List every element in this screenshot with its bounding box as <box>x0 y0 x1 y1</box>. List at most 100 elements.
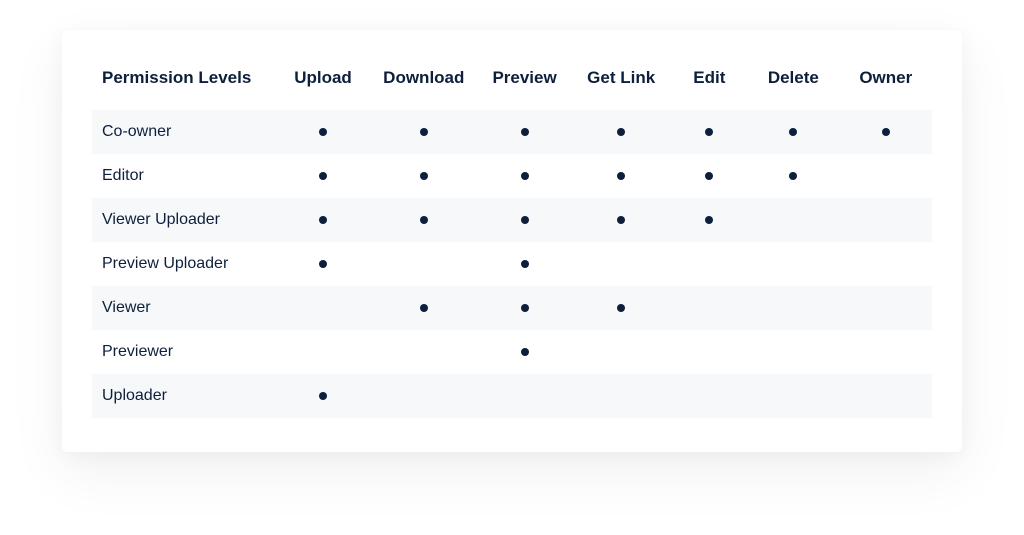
table-cell <box>277 330 369 374</box>
table-cell <box>478 374 570 418</box>
table-row: Uploader <box>92 374 932 418</box>
dot-icon <box>319 216 327 224</box>
table-header-row: Permission Levels Upload Download Previe… <box>92 58 932 110</box>
table-cell <box>747 330 839 374</box>
dot-icon <box>319 392 327 400</box>
table-cell <box>369 286 478 330</box>
table-cell <box>478 154 570 198</box>
row-label: Viewer <box>92 286 277 330</box>
table-body: Co-ownerEditorViewer UploaderPreview Upl… <box>92 110 932 418</box>
table-cell <box>747 198 839 242</box>
dot-icon <box>319 260 327 268</box>
dot-icon <box>521 172 529 180</box>
dot-icon <box>789 128 797 136</box>
table-row: Previewer <box>92 330 932 374</box>
dot-icon <box>319 128 327 136</box>
table-cell <box>672 330 748 374</box>
table-cell <box>369 198 478 242</box>
dot-icon <box>521 348 529 356</box>
table-cell <box>369 374 478 418</box>
table-cell <box>672 110 748 154</box>
dot-icon <box>617 172 625 180</box>
row-label: Uploader <box>92 374 277 418</box>
table-cell <box>840 330 932 374</box>
table-cell <box>672 286 748 330</box>
row-label: Co-owner <box>92 110 277 154</box>
header-delete: Delete <box>747 58 839 110</box>
permissions-card: Permission Levels Upload Download Previe… <box>62 30 962 452</box>
header-preview: Preview <box>478 58 570 110</box>
table-cell <box>571 198 672 242</box>
table-cell <box>277 198 369 242</box>
table-cell <box>571 330 672 374</box>
table-cell <box>478 198 570 242</box>
table-cell <box>571 374 672 418</box>
dot-icon <box>705 172 713 180</box>
table-cell <box>672 154 748 198</box>
table-row: Editor <box>92 154 932 198</box>
row-label: Editor <box>92 154 277 198</box>
dot-icon <box>617 216 625 224</box>
table-cell <box>840 242 932 286</box>
dot-icon <box>521 216 529 224</box>
table-cell <box>672 242 748 286</box>
table-cell <box>840 374 932 418</box>
table-row: Preview Uploader <box>92 242 932 286</box>
header-owner: Owner <box>840 58 932 110</box>
dot-icon <box>420 128 428 136</box>
row-label: Previewer <box>92 330 277 374</box>
table-cell <box>747 110 839 154</box>
dot-icon <box>617 128 625 136</box>
table-cell <box>840 286 932 330</box>
table-cell <box>277 286 369 330</box>
dot-icon <box>319 172 327 180</box>
table-cell <box>747 286 839 330</box>
table-cell <box>747 242 839 286</box>
dot-icon <box>420 172 428 180</box>
table-cell <box>277 242 369 286</box>
table-cell <box>672 374 748 418</box>
header-permission-levels: Permission Levels <box>92 58 277 110</box>
row-label: Preview Uploader <box>92 242 277 286</box>
table-cell <box>277 374 369 418</box>
table-cell <box>840 154 932 198</box>
dot-icon <box>705 216 713 224</box>
header-getlink: Get Link <box>571 58 672 110</box>
header-download: Download <box>369 58 478 110</box>
table-cell <box>840 110 932 154</box>
table-cell <box>747 374 839 418</box>
dot-icon <box>705 128 713 136</box>
table-cell <box>571 242 672 286</box>
table-row: Co-owner <box>92 110 932 154</box>
table-cell <box>369 154 478 198</box>
table-cell <box>277 110 369 154</box>
table-cell <box>571 154 672 198</box>
table-row: Viewer <box>92 286 932 330</box>
table-cell <box>672 198 748 242</box>
permissions-table: Permission Levels Upload Download Previe… <box>92 58 932 418</box>
dot-icon <box>521 260 529 268</box>
table-cell <box>747 154 839 198</box>
table-cell <box>277 154 369 198</box>
table-cell <box>369 330 478 374</box>
row-label: Viewer Uploader <box>92 198 277 242</box>
header-edit: Edit <box>672 58 748 110</box>
dot-icon <box>789 172 797 180</box>
table-cell <box>478 242 570 286</box>
dot-icon <box>882 128 890 136</box>
table-cell <box>369 242 478 286</box>
table-cell <box>571 110 672 154</box>
dot-icon <box>617 304 625 312</box>
table-cell <box>478 330 570 374</box>
table-cell <box>369 110 478 154</box>
table-cell <box>478 110 570 154</box>
table-cell <box>571 286 672 330</box>
dot-icon <box>521 128 529 136</box>
dot-icon <box>420 216 428 224</box>
table-row: Viewer Uploader <box>92 198 932 242</box>
header-upload: Upload <box>277 58 369 110</box>
dot-icon <box>521 304 529 312</box>
table-cell <box>478 286 570 330</box>
table-cell <box>840 198 932 242</box>
dot-icon <box>420 304 428 312</box>
